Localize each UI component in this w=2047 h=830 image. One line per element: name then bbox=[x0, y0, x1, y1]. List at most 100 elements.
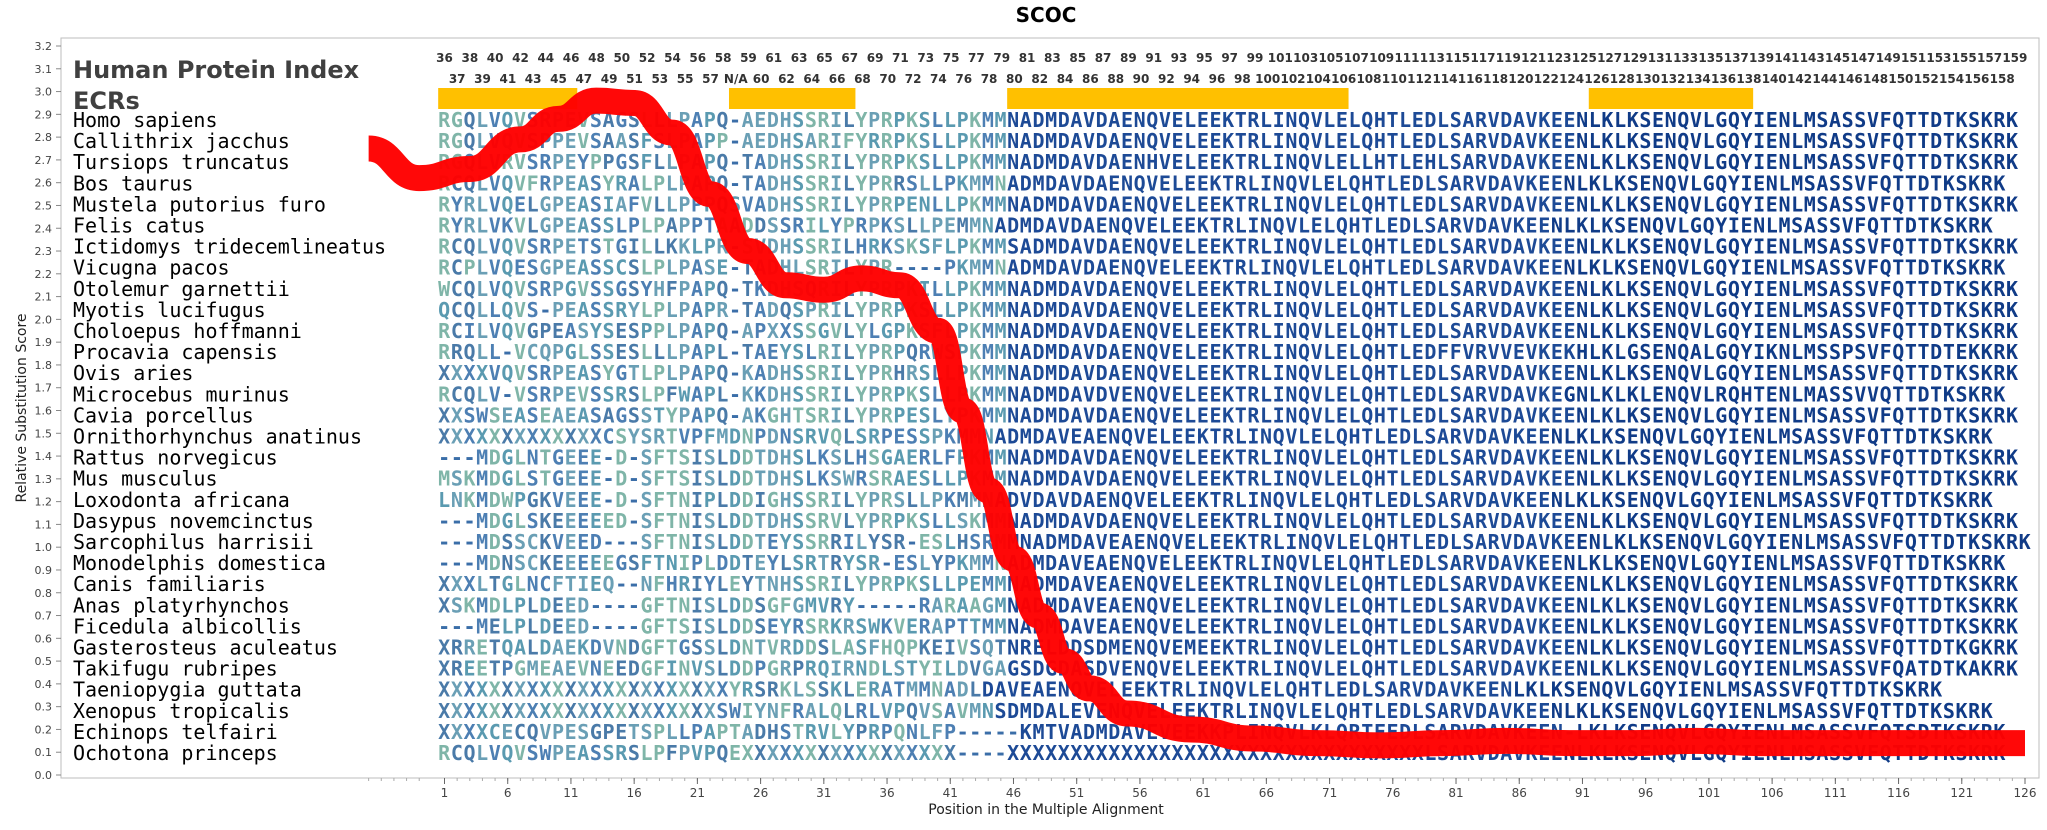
x-tick-label: 91 bbox=[1575, 786, 1590, 800]
protein-index-label: 149 bbox=[1876, 51, 1901, 65]
y-tick-label: 1.3 bbox=[35, 473, 53, 486]
y-tick-label: 2.7 bbox=[35, 154, 53, 167]
protein-index-label: 64 bbox=[803, 72, 820, 86]
species-name: Ficedula albicollis bbox=[73, 614, 302, 638]
protein-index-label: 141 bbox=[1774, 51, 1799, 65]
protein-index-label: 94 bbox=[1183, 72, 1200, 86]
protein-index-label: 91 bbox=[1145, 51, 1162, 65]
sequence-row: ---MDGLNTGEEE-D-SFTSISLDDTDHSLKSLHSGAERL… bbox=[438, 446, 2018, 470]
protein-index-label: 143 bbox=[1800, 51, 1825, 65]
sequence-row: XXXXXXXXXXXXXCSYSRTVPFMDNPDNSRVQLSRPESSP… bbox=[438, 425, 1993, 449]
protein-index-label: 44 bbox=[537, 51, 554, 65]
protein-index-label: 111 bbox=[1394, 51, 1419, 65]
protein-index-label: 125 bbox=[1572, 51, 1597, 65]
protein-index-label: 124 bbox=[1559, 72, 1584, 86]
protein-index-label: 112 bbox=[1407, 72, 1432, 86]
protein-index-label: 102 bbox=[1280, 72, 1305, 86]
protein-index-label: 41 bbox=[499, 72, 516, 86]
sequence-row: RRQLL-VCQPGLSSESLLLPAPL-TAEYSLRILYPRPQRW… bbox=[438, 340, 2018, 364]
protein-index-label: 147 bbox=[1850, 51, 1875, 65]
species-name: Homo sapiens bbox=[73, 108, 218, 132]
x-tick-label: 46 bbox=[1006, 786, 1021, 800]
x-tick-label: 121 bbox=[1950, 786, 1973, 800]
protein-index-label: 121 bbox=[1521, 51, 1546, 65]
protein-index-label: 82 bbox=[1031, 72, 1048, 86]
protein-index-label: 152 bbox=[1914, 72, 1939, 86]
protein-index-label: 130 bbox=[1635, 72, 1660, 86]
sequence-row: XXSWSEASEAEASAGSSTYPAPQ-AKGHTSRILYPRPESL… bbox=[438, 403, 2018, 427]
species-name: Choloepus hoffmanni bbox=[73, 319, 302, 343]
x-tick-label: 101 bbox=[1697, 786, 1720, 800]
x-tick-label: 31 bbox=[816, 786, 831, 800]
y-tick-label: 0.5 bbox=[35, 655, 53, 668]
x-tick-label: 11 bbox=[563, 786, 578, 800]
species-name: Tursiops truncatus bbox=[73, 150, 290, 174]
y-tick-label: 0.3 bbox=[35, 701, 53, 714]
protein-index-label: 71 bbox=[892, 51, 909, 65]
protein-index-label: 115 bbox=[1445, 51, 1470, 65]
protein-index-label: 122 bbox=[1534, 72, 1559, 86]
protein-index-label: 153 bbox=[1926, 51, 1951, 65]
protein-index-label: 76 bbox=[955, 72, 972, 86]
protein-index-label: 157 bbox=[1977, 51, 2002, 65]
y-tick-label: 0.8 bbox=[35, 587, 53, 600]
y-tick-label: 0.1 bbox=[35, 746, 53, 759]
x-tick-label: 6 bbox=[504, 786, 512, 800]
x-tick-label: 106 bbox=[1761, 786, 1784, 800]
x-tick-label: 66 bbox=[1259, 786, 1274, 800]
protein-index-label: 119 bbox=[1496, 51, 1521, 65]
protein-index-label: 126 bbox=[1584, 72, 1609, 86]
protein-index-label: 78 bbox=[981, 72, 998, 86]
sequence-row: RCQLV-VSRPEVSSRSLPFWAPL-KKDHSSRILYPRPKSL… bbox=[438, 382, 2005, 406]
protein-index-label: 47 bbox=[575, 72, 592, 86]
sequence-row: ---MDNSCKEEEEEGSFTNIPLDDTEYLSRTRYSR-ESLY… bbox=[438, 551, 2005, 575]
ecr-region bbox=[1588, 88, 1754, 109]
chart-title: SCOC bbox=[1016, 3, 1077, 27]
species-name: Otolemur garnettii bbox=[73, 277, 290, 301]
protein-index-label: 73 bbox=[917, 51, 934, 65]
sequence-row: WCQLVQVSRPGVSSGSYHFPAPQ-TKDHSQRILYPRPKIL… bbox=[438, 277, 2018, 301]
species-name: Mustela putorius furo bbox=[73, 192, 326, 216]
protein-index-label: 140 bbox=[1762, 72, 1787, 86]
protein-index-label: 61 bbox=[765, 51, 782, 65]
protein-index-label: 97 bbox=[1221, 51, 1238, 65]
protein-index-label: 95 bbox=[1196, 51, 1213, 65]
species-name: Gasterosteus aculeatus bbox=[73, 636, 338, 660]
protein-index-label: 43 bbox=[525, 72, 542, 86]
species-name: Sarcophilus harrisii bbox=[73, 530, 314, 554]
y-tick-label: 2.1 bbox=[35, 291, 53, 304]
sequence-row: RYRLVQELGPEASIAFVLLPPPQSVADHSSRILYPRPENL… bbox=[438, 192, 2018, 216]
protein-index-label: 85 bbox=[1069, 51, 1086, 65]
y-tick-label: 1.2 bbox=[35, 496, 53, 509]
protein-index-label: 40 bbox=[487, 51, 504, 65]
protein-index-label: 63 bbox=[791, 51, 808, 65]
y-tick-label: 1.5 bbox=[35, 427, 53, 440]
protein-index-label: 57 bbox=[702, 72, 719, 86]
species-name: Cavia porcellus bbox=[73, 403, 254, 427]
protein-index-label: 145 bbox=[1825, 51, 1850, 65]
protein-index-label: 72 bbox=[905, 72, 922, 86]
y-tick-label: 1.9 bbox=[35, 336, 53, 349]
protein-index-label: N/A bbox=[724, 72, 748, 86]
y-tick-label: 3.2 bbox=[35, 40, 53, 53]
protein-index-label: 129 bbox=[1622, 51, 1647, 65]
protein-index-label: 88 bbox=[1107, 72, 1124, 86]
species-name: Xenopus tropicalis bbox=[73, 699, 290, 723]
protein-index-label: 132 bbox=[1660, 72, 1685, 86]
protein-index-label: 58 bbox=[715, 51, 732, 65]
y-tick-label: 0.9 bbox=[35, 564, 53, 577]
y-tick-label: 2.0 bbox=[35, 313, 53, 326]
x-tick-label: 81 bbox=[1448, 786, 1463, 800]
y-tick-label: 1.1 bbox=[35, 518, 53, 531]
protein-index-label: 69 bbox=[867, 51, 884, 65]
protein-index-label: 66 bbox=[829, 72, 846, 86]
protein-index-label: 96 bbox=[1209, 72, 1226, 86]
species-name: Mus musculus bbox=[73, 467, 218, 491]
y-tick-label: 0.2 bbox=[35, 723, 53, 736]
protein-index-label: 151 bbox=[1901, 51, 1926, 65]
species-name: Dasypus novemcinctus bbox=[73, 509, 314, 533]
protein-index-label: 81 bbox=[1019, 51, 1036, 65]
x-tick-label: 51 bbox=[1069, 786, 1084, 800]
protein-index-label: 62 bbox=[778, 72, 795, 86]
species-name: Felis catus bbox=[73, 214, 205, 238]
